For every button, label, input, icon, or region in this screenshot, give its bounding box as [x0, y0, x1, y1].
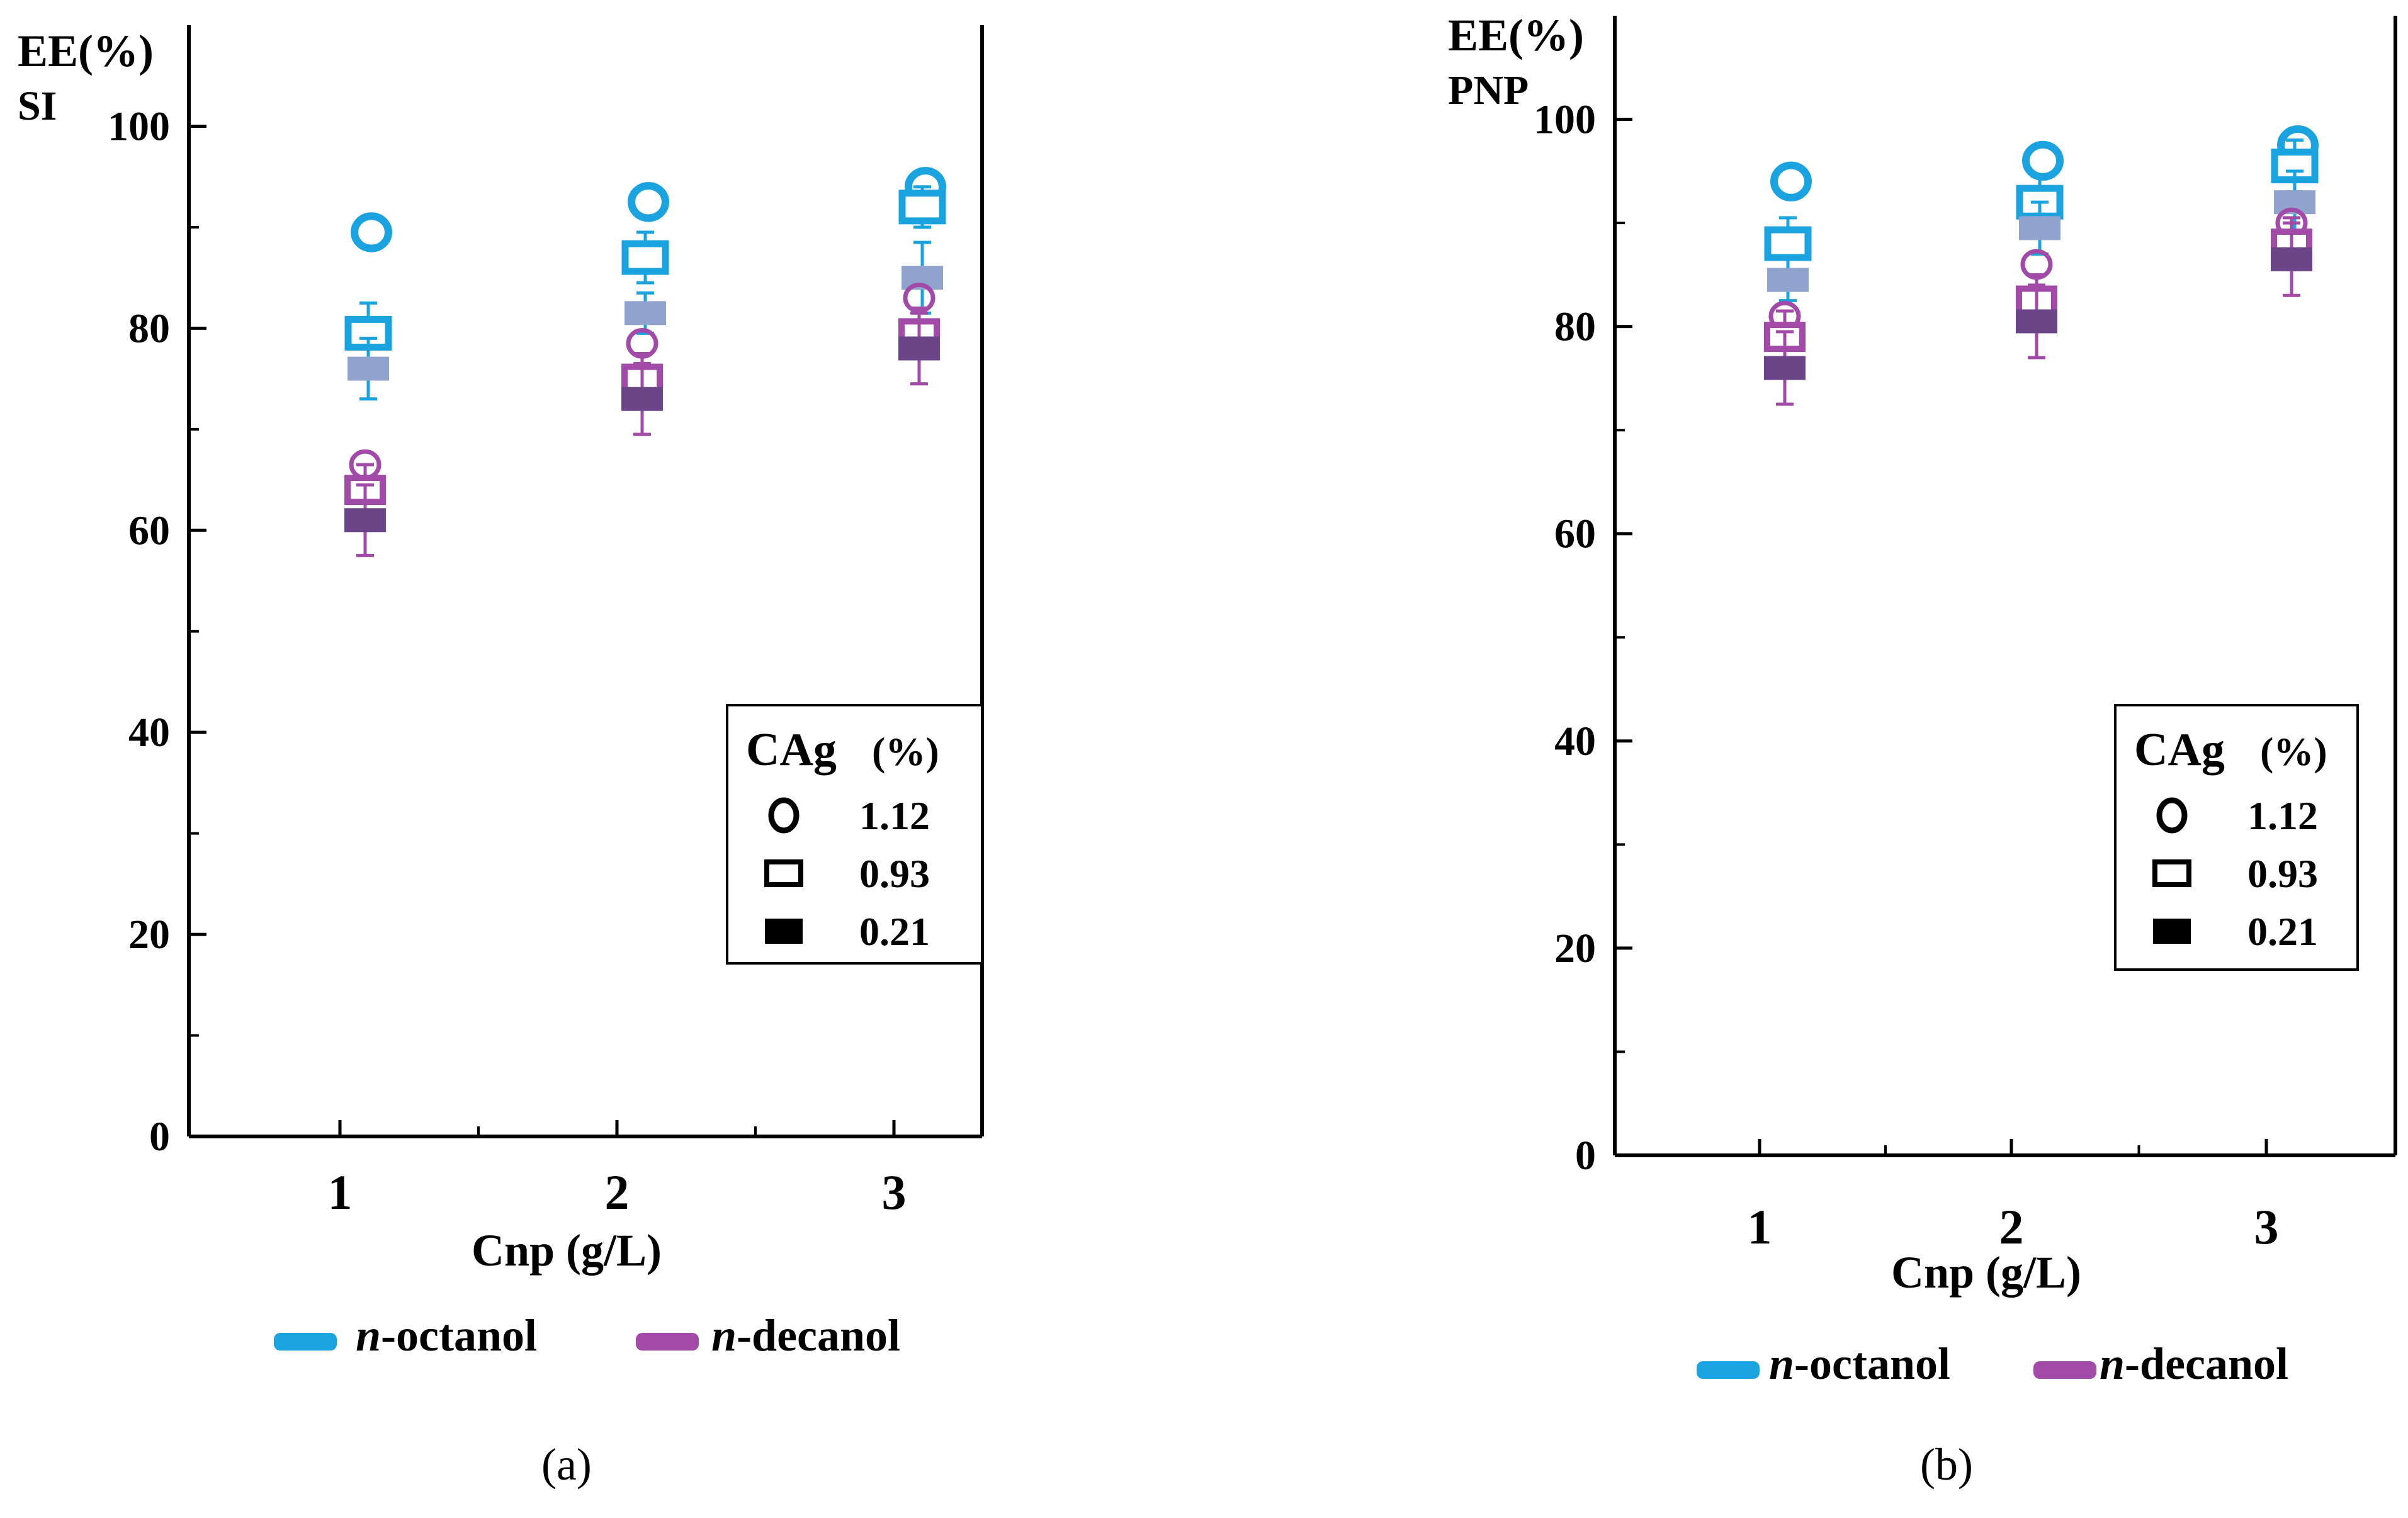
series-legend-swatch — [2033, 1361, 2096, 1379]
data-point-square — [621, 240, 669, 275]
legend-entry-label: 1.12 — [859, 793, 930, 838]
series-legend-swatch — [1697, 1361, 1760, 1379]
data-point-circle — [628, 182, 669, 222]
y-tick-label: 80 — [1554, 304, 1596, 350]
legend-circle-icon — [768, 797, 800, 834]
y-tick-label: 20 — [128, 912, 170, 958]
panel-b: 0 20 40 60 80 100 1 2 3 EE(%) PNP Cnp (g/L) (b) CAg (%… — [1448, 10, 2397, 1490]
legend-entry-label: 0.93 — [2247, 851, 2318, 896]
data-point-square — [1764, 226, 1812, 261]
legend-entry-label: 0.21 — [859, 909, 930, 954]
x-axis-title: Cnp (g/L) — [1891, 1247, 2081, 1298]
panel-a: 0 20 40 60 80 100 1 2 3 EE(%) SI Cnp (g/L) (a) CAg (%)… — [18, 25, 984, 1490]
cag-legend: CAg (%) 1.12 0.93 0.21 — [726, 704, 983, 965]
panel-label: (a) — [541, 1439, 592, 1490]
x-tick-label: 1 — [328, 1165, 353, 1220]
data-point-circle — [1770, 161, 1812, 201]
data-point-circle — [351, 212, 392, 252]
cag-legend: CAg (%) 1.12 0.93 0.21 — [2114, 704, 2359, 971]
y-tick-label: 60 — [1554, 511, 1596, 557]
legend-filled-square-icon — [2153, 919, 2191, 944]
data-point-filled — [2016, 309, 2057, 334]
x-tick-label: 3 — [882, 1165, 907, 1220]
legend-circle-icon — [2156, 797, 2188, 834]
legend-square-icon — [764, 859, 803, 887]
legend-entry-label: 0.93 — [859, 851, 930, 896]
x-tick-label: 2 — [605, 1165, 630, 1220]
x-axis-title: Cnp (g/L) — [472, 1225, 662, 1276]
legend-entry-label: 1.12 — [2247, 793, 2318, 838]
y-axis-title: EE(%) — [1448, 10, 1584, 60]
x-tick-label: 3 — [2254, 1199, 2279, 1254]
panel-label: (b) — [1920, 1439, 1973, 1490]
y-tick-label: 100 — [108, 103, 170, 149]
y-tick-label: 40 — [1554, 718, 1596, 764]
data-point-filled — [1767, 268, 1809, 292]
series-legend-swatch — [636, 1333, 699, 1351]
legend-title: CAg — [2134, 724, 2225, 776]
data-point-filled — [898, 336, 940, 361]
series-legend-label: n-octanol — [1769, 1339, 1950, 1389]
y-tick-label: 100 — [1534, 97, 1596, 143]
data-point-filled — [344, 508, 386, 533]
data-point-filled — [348, 356, 389, 381]
data-point-filled — [1764, 356, 1806, 380]
legend-square-icon — [2152, 859, 2191, 887]
data-point-filled — [625, 301, 666, 326]
series-legend-swatch — [274, 1333, 337, 1351]
data-point-filled — [621, 387, 663, 411]
series-legend-label: n-decanol — [711, 1310, 900, 1361]
y-tick-label: 40 — [128, 710, 170, 756]
legend-title-unit: (%) — [2260, 729, 2327, 774]
y-axis-subtitle: PNP — [1448, 67, 1529, 113]
y-tick-label: 0 — [1575, 1133, 1596, 1179]
legend-title-unit: (%) — [872, 729, 939, 774]
legend-entry-label: 0.21 — [2247, 909, 2318, 954]
y-tick-label: 20 — [1554, 926, 1596, 971]
y-tick-label: 80 — [128, 305, 170, 351]
data-point-square — [898, 190, 946, 225]
x-tick-label: 1 — [1748, 1199, 1772, 1254]
y-axis-title: EE(%) — [18, 26, 154, 76]
series-legend-label: n-octanol — [356, 1310, 537, 1361]
series-legend-label: n-decanol — [2100, 1339, 2288, 1389]
y-axis-subtitle: SI — [18, 83, 57, 129]
data-point-circle — [2022, 140, 2064, 181]
x-tick-label: 2 — [1999, 1199, 2024, 1254]
y-tick-label: 60 — [128, 507, 170, 553]
legend-title: CAg — [746, 724, 837, 776]
y-tick-label: 0 — [149, 1114, 170, 1160]
legend-filled-square-icon — [765, 919, 803, 944]
data-point-filled — [2271, 247, 2312, 271]
data-point-filled — [2019, 216, 2060, 241]
